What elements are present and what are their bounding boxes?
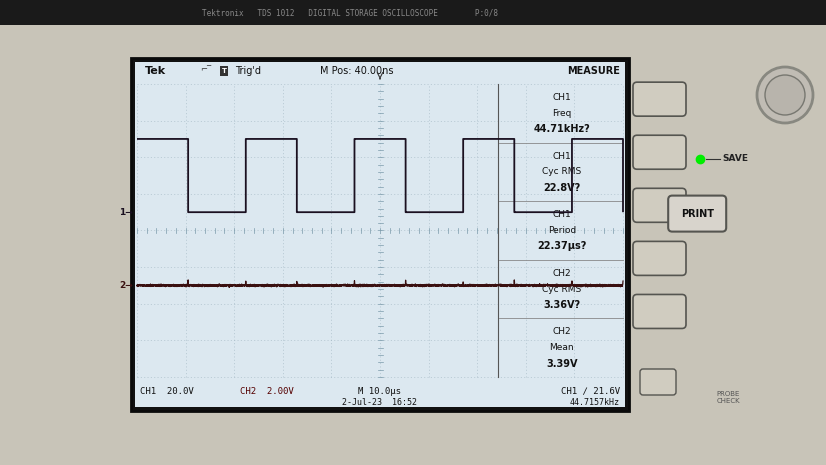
Text: Tek: Tek xyxy=(145,66,166,76)
Text: M 10.0μs: M 10.0μs xyxy=(358,386,401,396)
Text: CH1  20.0V: CH1 20.0V xyxy=(140,386,194,396)
Text: 3.39V: 3.39V xyxy=(546,359,577,369)
Text: 2-Jul-23  16:52: 2-Jul-23 16:52 xyxy=(343,398,417,406)
Text: 1→: 1→ xyxy=(119,208,133,217)
Text: 44.71kHz?: 44.71kHz? xyxy=(534,124,591,134)
FancyBboxPatch shape xyxy=(633,294,686,328)
Text: T: T xyxy=(221,68,226,74)
Bar xyxy=(220,66,228,76)
Text: Cyc RMS: Cyc RMS xyxy=(542,285,582,293)
Text: CH1 ∕ 21.6V: CH1 ∕ 21.6V xyxy=(561,386,620,396)
FancyBboxPatch shape xyxy=(633,241,686,275)
Text: MEASURE: MEASURE xyxy=(567,66,620,76)
Text: Cyc RMS: Cyc RMS xyxy=(542,167,582,176)
Bar xyxy=(131,58,629,411)
Bar xyxy=(135,62,625,407)
Text: CH2  2.00V: CH2 2.00V xyxy=(240,386,294,396)
Text: 3.36V?: 3.36V? xyxy=(544,300,581,310)
FancyBboxPatch shape xyxy=(640,369,676,395)
Text: PROBE
CHECK: PROBE CHECK xyxy=(716,391,740,404)
Text: 2→: 2→ xyxy=(119,281,133,290)
FancyBboxPatch shape xyxy=(633,82,686,116)
Text: CH1: CH1 xyxy=(553,210,572,219)
Circle shape xyxy=(765,75,805,115)
Text: CH2: CH2 xyxy=(553,327,571,336)
Text: PRINT: PRINT xyxy=(681,209,714,219)
Text: Period: Period xyxy=(548,226,576,235)
FancyBboxPatch shape xyxy=(633,188,686,222)
Text: Mean: Mean xyxy=(549,343,574,352)
Text: CH1: CH1 xyxy=(553,152,572,160)
Bar xyxy=(0,0,826,25)
Text: CH2: CH2 xyxy=(553,269,571,278)
Text: 44.7157kHz: 44.7157kHz xyxy=(570,398,620,406)
Text: Tektronix   TDS 1012   DIGITAL STORAGE OSCILLOSCOPE        P:0/8: Tektronix TDS 1012 DIGITAL STORAGE OSCIL… xyxy=(202,8,498,18)
Text: SAVE: SAVE xyxy=(722,154,748,163)
Text: ⌐‾: ⌐‾ xyxy=(200,66,211,74)
Text: CH1: CH1 xyxy=(553,93,572,102)
Text: Trig'd: Trig'd xyxy=(235,66,261,76)
FancyBboxPatch shape xyxy=(668,196,726,232)
Text: M Pos: 40.00ns: M Pos: 40.00ns xyxy=(320,66,393,76)
Text: 22.8V?: 22.8V? xyxy=(544,183,581,193)
Circle shape xyxy=(757,67,813,123)
Text: Freq: Freq xyxy=(552,109,572,118)
Text: 22.37μs?: 22.37μs? xyxy=(537,241,586,251)
FancyBboxPatch shape xyxy=(633,135,686,169)
